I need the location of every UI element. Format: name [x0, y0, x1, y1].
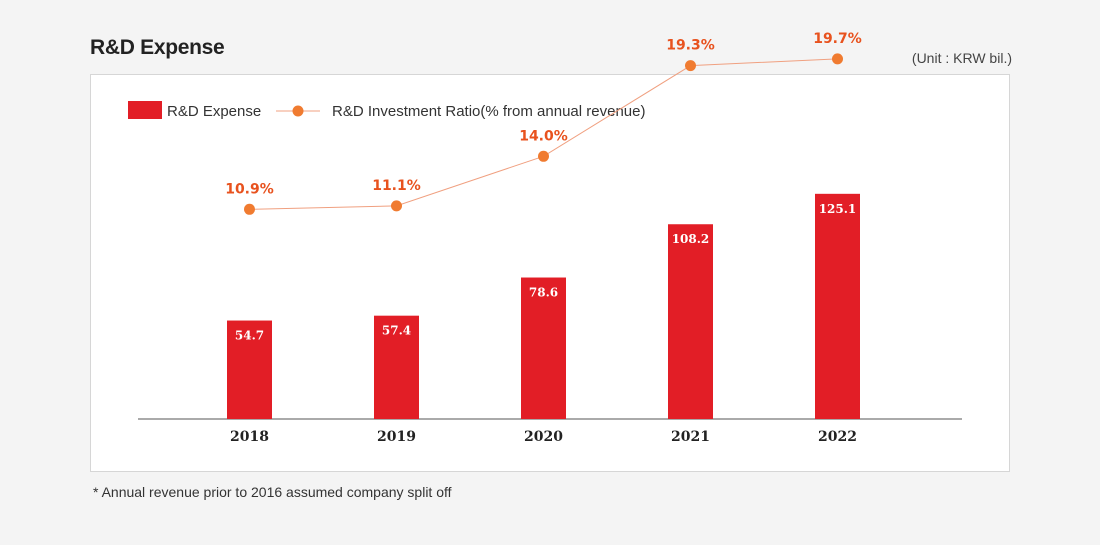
ratio-value-label: 19.7%	[813, 31, 862, 47]
x-axis-ticks: 2018 2019 2020 2021 2022	[230, 429, 857, 445]
footnote: * Annual revenue prior to 2016 assumed c…	[93, 484, 452, 500]
ratio-marker	[391, 200, 402, 212]
ratio-value-label: 14.0%	[519, 128, 568, 144]
ratio-marker	[538, 150, 549, 162]
legend-line-marker	[292, 105, 304, 117]
x-tick-label: 2022	[818, 429, 857, 445]
chart-title: R&D Expense	[90, 36, 225, 59]
unit-label: (Unit : KRW bil.)	[911, 50, 1012, 66]
x-tick-label: 2019	[377, 429, 416, 445]
bar-value-label: 57.4	[382, 324, 411, 338]
bar-2021	[668, 224, 713, 419]
bar-2022	[815, 193, 860, 419]
bar-2020	[521, 277, 566, 419]
legend: R&D Expense R&D Investment Ratio(% from …	[128, 101, 645, 120]
x-tick-label: 2021	[671, 429, 710, 445]
legend-bar-swatch	[128, 101, 162, 119]
ratio-marker	[685, 60, 696, 72]
bar-value-label: 78.6	[529, 286, 558, 300]
legend-line-label: R&D Investment Ratio(% from annual reven…	[332, 103, 645, 120]
ratio-value-label: 19.3%	[666, 38, 715, 54]
bar-2019	[374, 315, 419, 419]
bar-2018	[227, 320, 272, 419]
ratio-marker	[244, 203, 255, 215]
bar-value-label: 108.2	[672, 232, 710, 246]
ratio-series: 10.9% 11.1% 14.0% 19.3% 19.7%	[225, 31, 862, 215]
bar-value-label: 125.1	[819, 202, 857, 216]
ratio-value-label: 10.9%	[225, 181, 274, 197]
legend-bar-label: R&D Expense	[167, 103, 261, 120]
x-tick-label: 2018	[230, 429, 269, 445]
ratio-marker	[832, 53, 843, 65]
x-tick-label: 2020	[524, 429, 563, 445]
ratio-value-label: 11.1%	[372, 178, 421, 194]
bar-value-label: 54.7	[235, 329, 264, 343]
bar-series: 54.7 57.4 78.6 108.2 125.1	[227, 193, 860, 419]
